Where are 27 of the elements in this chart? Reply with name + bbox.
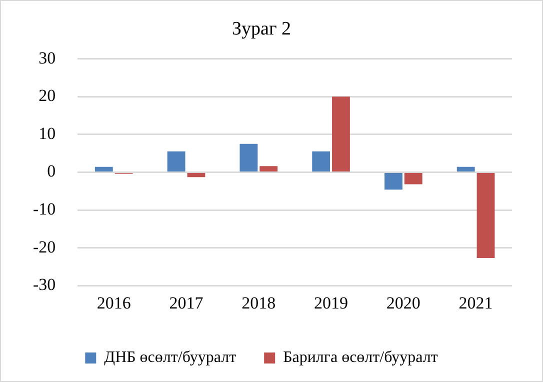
y-tick-label: -20 bbox=[32, 237, 56, 256]
bar bbox=[187, 172, 206, 178]
bar bbox=[384, 172, 402, 190]
x-tick-label: 2021 bbox=[458, 293, 493, 312]
bar bbox=[332, 96, 350, 172]
y-tick-label: -10 bbox=[32, 199, 56, 218]
bar bbox=[240, 144, 258, 172]
bar bbox=[456, 166, 475, 172]
legend-label: ДНБ өсөлт/бууралт bbox=[104, 349, 236, 366]
x-tick-label: 2019 bbox=[314, 293, 348, 312]
bar bbox=[94, 166, 113, 172]
bar bbox=[312, 151, 330, 172]
legend-label: Барилга өсөлт/бууралт bbox=[283, 349, 438, 366]
y-tick-label: 0 bbox=[47, 162, 56, 181]
y-tick-label: -30 bbox=[32, 275, 56, 294]
y-tick-label: 20 bbox=[38, 86, 56, 106]
bar bbox=[260, 166, 278, 172]
bar bbox=[404, 172, 422, 184]
bar bbox=[476, 172, 495, 258]
y-tick-label: 30 bbox=[38, 48, 56, 68]
x-tick-label: 2018 bbox=[242, 293, 276, 312]
y-tick-label: 10 bbox=[38, 124, 56, 143]
x-tick-label: 2017 bbox=[169, 293, 204, 312]
x-tick-label: 2020 bbox=[386, 293, 420, 312]
bar bbox=[167, 151, 186, 172]
x-tick-label: 2016 bbox=[96, 293, 131, 312]
chart-title: Зураг 2 bbox=[232, 18, 291, 40]
